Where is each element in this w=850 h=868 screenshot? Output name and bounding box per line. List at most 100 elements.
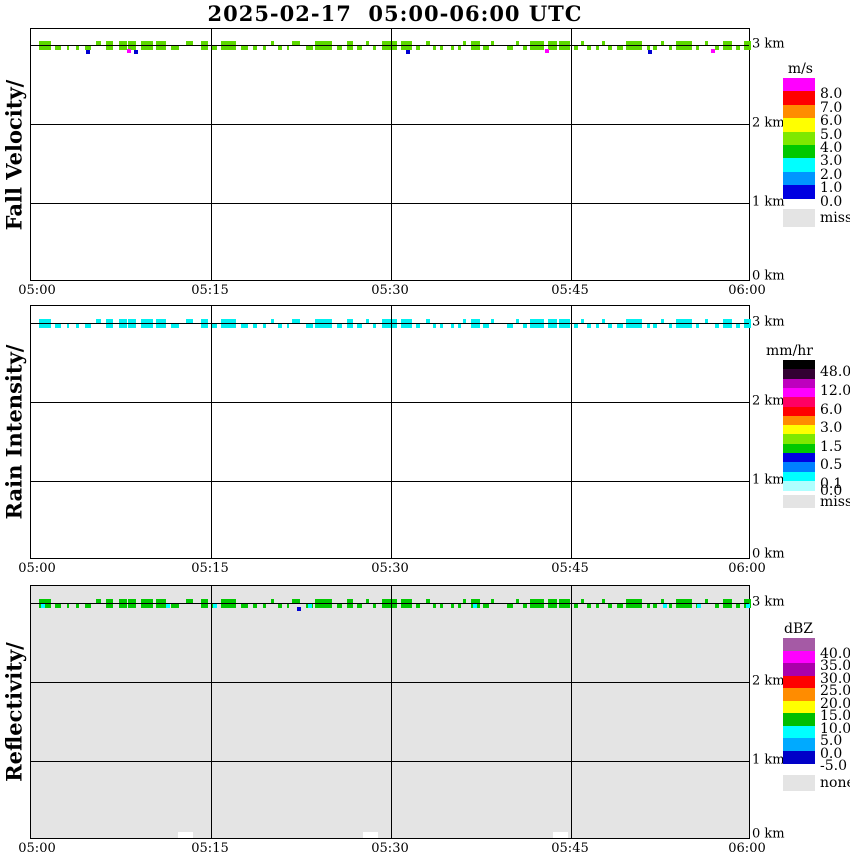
echo-dash <box>617 604 623 608</box>
colorbar-label: 6.0 <box>820 113 843 130</box>
gridline-05:30 <box>391 306 392 558</box>
colorbar-label: 3.0 <box>820 420 843 437</box>
x-tick-label: 06:00 <box>728 561 766 576</box>
echo-dash <box>458 46 461 50</box>
colorbar-segment <box>783 471 815 482</box>
echo-dash <box>574 46 578 50</box>
x-tick-label: 05:45 <box>551 283 589 298</box>
echo-dash <box>608 46 612 50</box>
echo-dash <box>647 46 650 50</box>
colorbar-missing-label: none <box>820 775 850 791</box>
colorbar-segment <box>783 434 815 445</box>
echo-dash <box>366 319 369 323</box>
echo-dot <box>663 604 667 608</box>
echo-dash <box>596 46 599 50</box>
colorbar-segment <box>783 725 815 739</box>
echo-dash <box>463 599 466 603</box>
echo-dash <box>458 604 461 608</box>
colorbar-segment <box>783 480 815 491</box>
colorbar-segment <box>783 378 815 389</box>
ylabel-fall-velocity: Fall Velocity/ <box>1 79 27 230</box>
colorbar-missing-label: miss <box>820 209 850 226</box>
gridline-2km <box>31 124 749 125</box>
colorbar-segment <box>783 688 815 701</box>
echo-dash <box>357 324 362 328</box>
echo-dash <box>661 41 664 45</box>
colorbar-missing-swatch <box>783 775 815 791</box>
echo-dash <box>587 324 591 328</box>
colorbar-segment <box>783 171 815 186</box>
echo-dash <box>212 324 217 328</box>
echo-dot <box>406 50 410 54</box>
echo-dash <box>426 599 430 603</box>
echo-dash <box>440 324 443 328</box>
echo-dash <box>653 46 657 50</box>
echo-dash <box>278 324 282 328</box>
colorbar-segment <box>783 185 815 200</box>
echo-dash <box>463 41 466 45</box>
echo-dash <box>440 46 443 50</box>
colorbar-label: 30.0 <box>820 670 850 687</box>
ylabel-reflectivity: Reflectivity/ <box>1 642 27 782</box>
colorbar-missing-label: miss <box>820 493 850 510</box>
echo-dash <box>491 319 494 323</box>
colorbar-label: 3.0 <box>820 153 843 170</box>
missing-data-patch <box>178 832 193 838</box>
colorbar-label: 10.0 <box>820 720 850 737</box>
echo-dash <box>608 324 612 328</box>
echo-dash <box>451 604 454 608</box>
echo-dash <box>96 599 101 603</box>
echo-dot <box>473 604 477 608</box>
echo-dot <box>297 607 301 611</box>
colorbar-title-mm-hr: mm/hr <box>766 343 813 359</box>
echo-dash <box>653 604 657 608</box>
gridline-05:45 <box>571 29 572 280</box>
echo-dash <box>373 46 376 50</box>
echo-dash <box>337 46 342 50</box>
x-tick-label: 05:15 <box>191 841 229 856</box>
gridline-3km <box>31 603 749 604</box>
echo-dash <box>705 319 708 323</box>
echo-dash <box>373 604 376 608</box>
echo-dash <box>96 319 101 323</box>
height-tick-label: 0 km <box>752 826 785 842</box>
echo-dash <box>253 324 257 328</box>
echo-dash <box>483 46 489 50</box>
chart-title: 2025-02-17 05:00-06:00 UTC <box>207 1 583 26</box>
echo-dash <box>287 46 289 50</box>
echo-dash <box>171 46 179 50</box>
echo-dash <box>263 324 266 328</box>
echo-dash <box>85 46 91 50</box>
echo-dash <box>523 324 527 328</box>
colorbar-segment <box>783 638 815 651</box>
echo-dash <box>715 46 719 50</box>
colorbar-label: 1.0 <box>820 180 843 197</box>
gridline-3km <box>31 45 749 46</box>
echo-dash <box>306 46 313 50</box>
echo-dash <box>357 46 362 50</box>
echo-dash <box>451 46 454 50</box>
height-tick-label: 3 km <box>752 36 785 52</box>
echo-dot <box>711 49 715 53</box>
echo-dash <box>574 604 578 608</box>
echo-dash <box>596 604 599 608</box>
colorbar-label: 0.0 <box>820 745 843 762</box>
echo-dash <box>669 604 672 608</box>
echo-dot <box>545 49 549 53</box>
echo-dash <box>653 324 657 328</box>
colorbar-label: 0.1 <box>820 475 843 492</box>
colorbar-segment <box>783 145 815 159</box>
colorbar-segment <box>783 700 815 714</box>
echo-dash <box>581 41 584 45</box>
x-tick-label: 05:30 <box>371 841 409 856</box>
panel-reflectivity <box>30 585 751 839</box>
echo-dot <box>308 604 312 608</box>
echo-dash <box>263 46 266 50</box>
echo-dash <box>253 46 257 50</box>
height-tick-label: 1 km <box>752 472 785 488</box>
echo-dash <box>608 604 612 608</box>
echo-dash <box>440 604 443 608</box>
echo-dash <box>602 319 605 323</box>
gridline-1km <box>31 761 749 762</box>
gridline-1km <box>31 203 749 204</box>
